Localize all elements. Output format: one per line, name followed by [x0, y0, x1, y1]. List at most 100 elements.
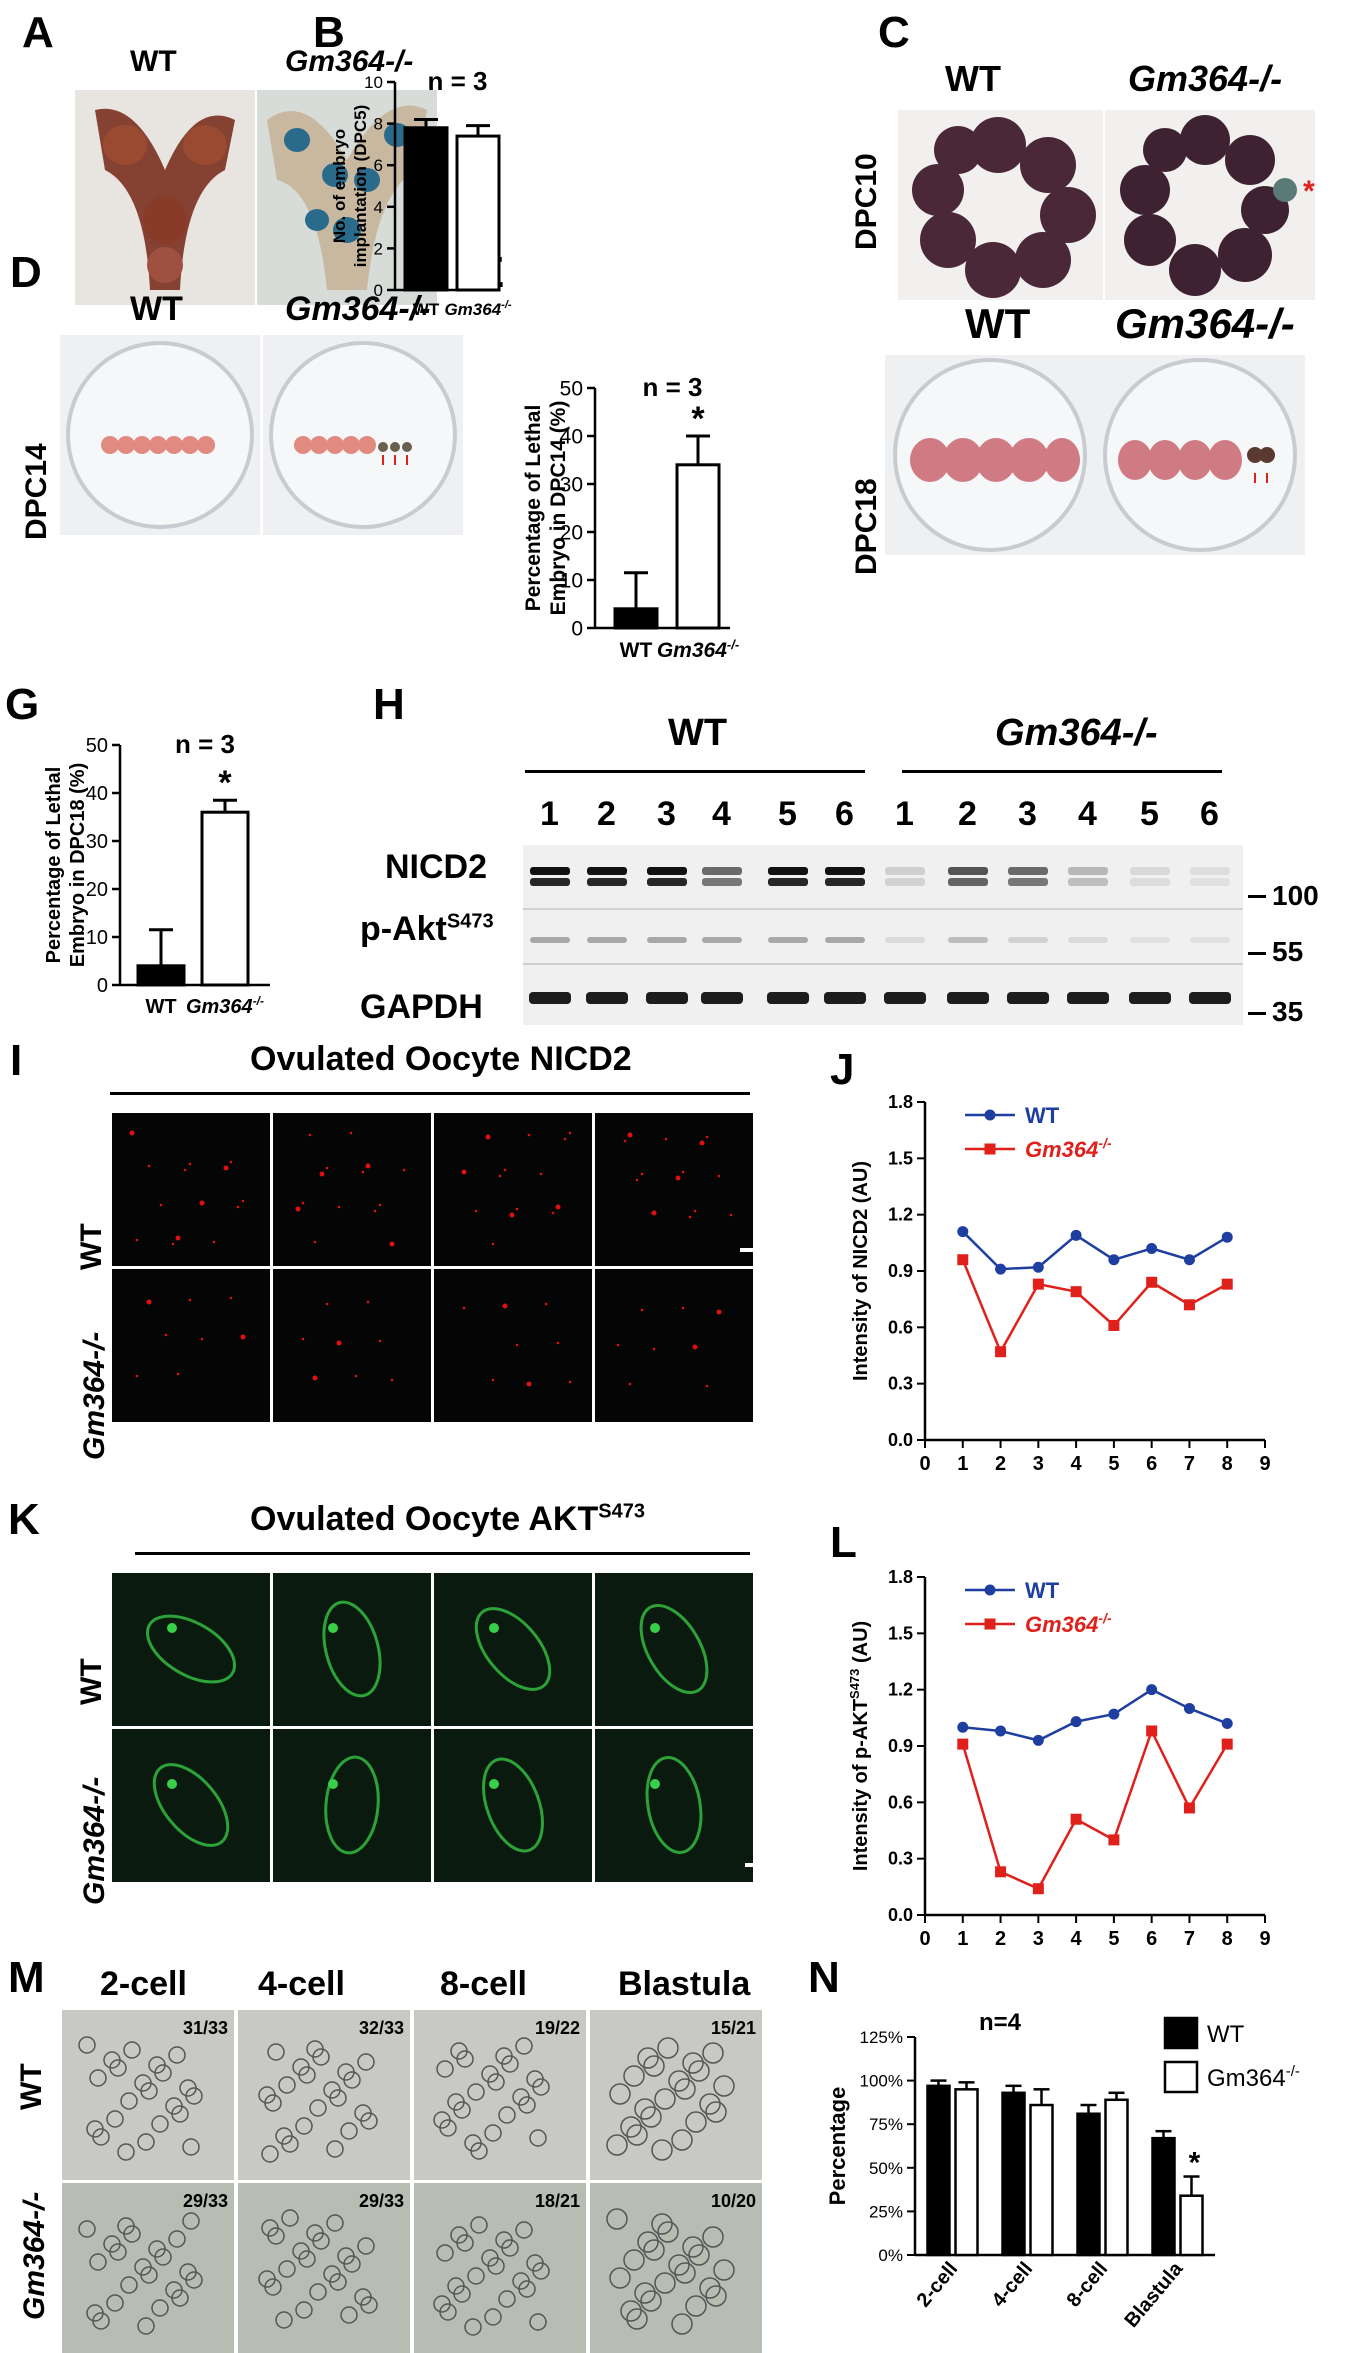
- data-point-ko: [995, 1866, 1007, 1878]
- y-tick-label: 40: [86, 783, 108, 805]
- significance-mark: *: [691, 400, 705, 438]
- pakt-band: [702, 937, 742, 943]
- nicd2-band-lower: [1068, 878, 1108, 886]
- embryo: [165, 2097, 183, 2115]
- fluor-dot: [503, 1168, 507, 1172]
- x-tick-label: 3: [1033, 1453, 1044, 1475]
- gapdh-band: [1067, 992, 1109, 1004]
- panel-letter-l: L: [830, 1518, 857, 1567]
- embryo: [606, 2134, 628, 2156]
- micrograph: [595, 1573, 753, 1726]
- y-tick-label: 30: [560, 473, 583, 496]
- fluor-dot: [717, 1174, 721, 1178]
- embryo: [151, 2115, 169, 2133]
- embryo: [281, 2209, 299, 2227]
- x-tick-label: 6: [1146, 1453, 1157, 1475]
- y-tick-label: 1.8: [888, 1092, 913, 1112]
- embryo: [484, 2308, 502, 2326]
- fluor-dot: [681, 1170, 685, 1174]
- embryo: [529, 2313, 547, 2331]
- y-axis-label: Embryo in DPC14 (%): [547, 401, 570, 616]
- lane-number: 1: [540, 795, 559, 833]
- fluor-dot: [313, 1240, 317, 1244]
- fluor-dot: [699, 1140, 705, 1146]
- mw-marker-35-tick: [1248, 1012, 1266, 1015]
- embryo-count: 10/20: [711, 2191, 756, 2211]
- spindle: [322, 1600, 382, 1698]
- pakt-band: [885, 937, 925, 943]
- data-point-ko: [995, 1346, 1007, 1358]
- embryo: [657, 2221, 679, 2243]
- fluor-dot: [349, 1131, 353, 1135]
- lane-number: 3: [657, 795, 676, 833]
- embryo: [637, 2047, 659, 2069]
- fluor-dot: [652, 1347, 656, 1351]
- fluor-dot: [716, 1309, 722, 1315]
- embryo: [292, 2242, 310, 2260]
- fluor-dot: [555, 1204, 561, 1210]
- embryo: [354, 2104, 372, 2122]
- embryo: [78, 2036, 96, 2054]
- embryo: [78, 2220, 96, 2238]
- nicd2-band-lower: [885, 878, 925, 886]
- y-tick-label: 4: [374, 198, 383, 217]
- data-point-ko: [1221, 1278, 1233, 1290]
- panel-d-ko-label: Gm364-/-: [285, 290, 431, 328]
- bar: [675, 463, 721, 630]
- embryo: [651, 2213, 673, 2235]
- panel-c-wt-label: WT: [945, 58, 1001, 99]
- embryo: [634, 2098, 656, 2120]
- fluor-dot: [675, 1175, 681, 1181]
- legend-label: WT: [1025, 1103, 1060, 1128]
- mw-marker-55: 55: [1272, 936, 1304, 967]
- data-point-wt: [1221, 1231, 1233, 1243]
- mw-marker-35: 35: [1272, 996, 1304, 1027]
- embryo: [275, 2311, 293, 2329]
- x-tick-label: Blastula: [1120, 2257, 1187, 2331]
- pakt-band: [1190, 937, 1230, 943]
- legend-swatch: [1163, 2060, 1199, 2094]
- fluor-dot: [229, 1160, 233, 1164]
- x-tick-label: 4: [1071, 1928, 1083, 1950]
- data-point-ko: [1032, 1883, 1044, 1895]
- panel-letter-d: D: [10, 248, 42, 297]
- micrograph: [434, 1113, 592, 1266]
- y-axis-label: Embryo in DPC18 (%): [67, 763, 89, 967]
- panel-d-ko-photo: [263, 335, 463, 535]
- embryo: [623, 2249, 645, 2271]
- fluor-dot: [354, 1374, 358, 1378]
- fluor-dot: [328, 1623, 338, 1633]
- embryo: [103, 2051, 121, 2069]
- scale-bar: [740, 1248, 775, 1252]
- embryo: [323, 2265, 341, 2283]
- pakt-band: [587, 937, 627, 943]
- panel-a-wt-uterus-photo: [75, 90, 255, 305]
- embryo: [606, 2208, 628, 2230]
- data-point-wt: [1070, 1716, 1082, 1728]
- fluor-dot: [325, 1166, 329, 1170]
- embryo: [481, 2065, 499, 2083]
- y-tick-label: 1.2: [888, 1205, 913, 1225]
- micrograph-bg: [434, 1573, 592, 1726]
- panel-c-dpc10-label: DPC10: [850, 153, 883, 250]
- embryo: [699, 2093, 721, 2115]
- y-tick-label: 20: [560, 521, 583, 544]
- embryo: [86, 2120, 104, 2138]
- embryo: [137, 2133, 155, 2151]
- panel-l-line-chart: 0.0 0.3 0.6 0.9 1.2 1.5 1.8 0 1 2 3 4 5 6 7 8 9 Intensity…: [847, 1567, 1271, 1950]
- embryo: [705, 2285, 727, 2307]
- fluor-dot: [301, 1201, 305, 1205]
- x-tick-label: 2: [995, 1928, 1006, 1950]
- stage-label: 2-cell: [100, 1965, 187, 2003]
- fluor-dot: [705, 1384, 709, 1388]
- panel-h-ko-bracket: [902, 770, 1222, 773]
- micrograph-bg: [595, 1573, 753, 1726]
- bar-wt: [926, 2084, 951, 2257]
- embryo-count: 18/21: [535, 2191, 580, 2211]
- y-axis-label: Percentage of Lethal: [522, 405, 545, 612]
- fluor-dot: [361, 1170, 365, 1174]
- data-point-ko: [1146, 1276, 1158, 1288]
- micrograph-bg: [414, 2010, 586, 2180]
- nicd2-band-upper: [948, 867, 988, 875]
- legend-label: Gm364-/-: [1207, 2063, 1300, 2092]
